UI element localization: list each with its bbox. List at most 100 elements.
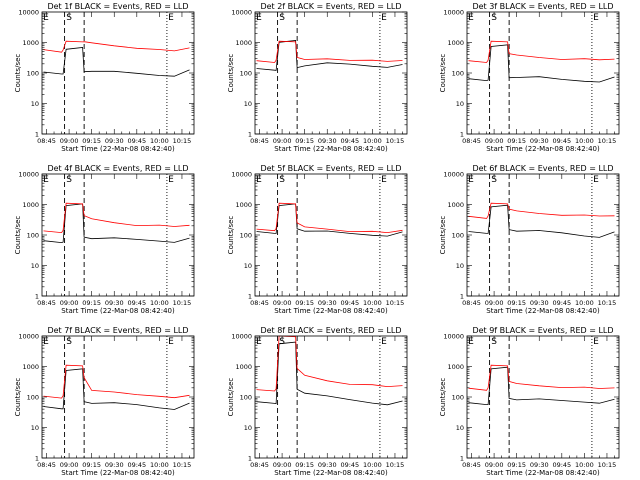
y-tick-label: 1000 [235, 201, 252, 209]
y-tick-label: 1000 [447, 201, 464, 209]
x-tick-label: 09:45 [552, 299, 571, 307]
x-axis-title: Start Time (22-Mar-08 08:42:40) [61, 307, 175, 315]
y-tick-label: 1 [35, 455, 39, 463]
y-axis-title: Counts/sec [439, 54, 447, 93]
y-tick-label: 100 [240, 394, 252, 402]
y-tick-label: 1000 [235, 39, 252, 47]
y-tick-label: 10 [31, 424, 39, 432]
event-marker-label: E [256, 175, 262, 185]
x-tick-label: 09:45 [127, 299, 146, 307]
x-tick-label: 10:15 [598, 299, 617, 307]
x-tick-label: 09:45 [340, 461, 359, 469]
x-tick-label: 09:15 [295, 461, 314, 469]
x-tick-label: 09:30 [318, 461, 337, 469]
event-marker-label: S [491, 13, 497, 23]
x-tick-label: 10:15 [598, 461, 617, 469]
event-marker-label: E [256, 13, 262, 23]
series-lld-line [468, 40, 615, 63]
y-tick-label: 10 [244, 424, 252, 432]
x-tick-label: 10:00 [150, 137, 169, 145]
event-marker-label: E [43, 13, 49, 23]
y-tick-label: 100 [27, 232, 39, 240]
panel-det3f: Det 3f BLACK = Events, RED = LLD E S E 1 10 10… [439, 2, 620, 153]
y-tick-label: 1 [248, 131, 252, 139]
x-tick-label: 09:15 [82, 461, 101, 469]
y-axis-title: Counts/sec [227, 216, 235, 255]
x-tick-label: 08:45 [37, 137, 56, 145]
panel-det8f: Det 8f BLACK = Events, RED = LLD E S E 1 10 10… [227, 326, 408, 477]
event-marker-label: E [381, 337, 387, 347]
panel-title: Det 8f BLACK = Events, RED = LLD [260, 326, 401, 335]
x-tick-label: 09:00 [60, 461, 79, 469]
event-marker-label: E [381, 13, 387, 23]
event-marker-label: E [256, 337, 262, 347]
x-tick-label: 08:45 [250, 299, 269, 307]
y-tick-label: 10 [456, 424, 464, 432]
series-events-line [256, 341, 403, 406]
x-tick-label: 08:45 [462, 299, 481, 307]
x-axis-title: Start Time (22-Mar-08 08:42:40) [274, 469, 388, 477]
y-tick-label: 1 [460, 131, 464, 139]
x-axis-title: Start Time (22-Mar-08 08:42:40) [486, 145, 600, 153]
event-marker-label: S [279, 13, 285, 23]
y-axis-title: Counts/sec [14, 378, 22, 417]
panel-title: Det 4f BLACK = Events, RED = LLD [47, 164, 188, 173]
x-tick-label: 09:00 [273, 137, 292, 145]
x-tick-label: 10:00 [150, 461, 169, 469]
x-axis-title: Start Time (22-Mar-08 08:42:40) [274, 307, 388, 315]
x-axis-title: Start Time (22-Mar-08 08:42:40) [486, 469, 600, 477]
x-tick-label: 09:00 [485, 299, 504, 307]
x-tick-label: 09:45 [340, 299, 359, 307]
x-tick-label: 08:45 [250, 137, 269, 145]
panel-title: Det 1f BLACK = Events, RED = LLD [47, 2, 188, 11]
panel-title: Det 3f BLACK = Events, RED = LLD [472, 2, 613, 11]
event-marker-label: E [468, 175, 474, 185]
x-tick-label: 10:15 [386, 137, 405, 145]
event-marker-label: S [66, 13, 72, 23]
event-marker-label: S [66, 175, 72, 185]
y-tick-label: 100 [240, 232, 252, 240]
x-tick-label: 09:15 [507, 137, 526, 145]
y-tick-label: 1000 [22, 39, 39, 47]
y-tick-label: 10000 [443, 333, 464, 341]
y-axis-title: Counts/sec [14, 54, 22, 93]
y-tick-label: 10 [244, 100, 252, 108]
y-tick-label: 1000 [447, 363, 464, 371]
panel-det7f: Det 7f BLACK = Events, RED = LLD E S E 1 10 10… [14, 326, 195, 477]
y-tick-label: 100 [452, 394, 464, 402]
event-marker-label: E [593, 175, 599, 185]
panel-title: Det 2f BLACK = Events, RED = LLD [260, 2, 401, 11]
y-tick-label: 100 [27, 70, 39, 78]
y-tick-label: 100 [452, 70, 464, 78]
x-tick-label: 10:00 [363, 299, 382, 307]
panel-det5f: Det 5f BLACK = Events, RED = LLD E S E 1 10 10… [227, 164, 408, 315]
y-tick-label: 10 [456, 100, 464, 108]
x-tick-label: 09:45 [340, 137, 359, 145]
x-tick-label: 08:45 [462, 461, 481, 469]
series-events-line [468, 366, 615, 406]
x-tick-label: 09:15 [507, 461, 526, 469]
x-tick-label: 09:30 [105, 461, 124, 469]
x-tick-label: 10:15 [598, 137, 617, 145]
event-marker-label: E [168, 13, 174, 23]
event-marker-label: E [593, 13, 599, 23]
x-tick-label: 10:00 [575, 137, 594, 145]
event-marker-label: S [279, 175, 285, 185]
panel-det2f: Det 2f BLACK = Events, RED = LLD E S E 1 10 10… [227, 2, 408, 153]
x-axis-title: Start Time (22-Mar-08 08:42:40) [61, 145, 175, 153]
x-tick-label: 09:45 [127, 137, 146, 145]
x-tick-label: 10:00 [575, 299, 594, 307]
y-axis-title: Counts/sec [14, 216, 22, 255]
x-tick-label: 09:15 [295, 299, 314, 307]
y-tick-label: 1 [35, 293, 39, 301]
x-tick-label: 09:15 [507, 299, 526, 307]
x-tick-label: 08:45 [37, 461, 56, 469]
y-tick-label: 10 [244, 262, 252, 270]
y-tick-label: 1 [248, 293, 252, 301]
event-marker-label: E [593, 337, 599, 347]
x-tick-label: 10:15 [386, 299, 405, 307]
panel-det1f: Det 1f BLACK = Events, RED = LLD E S E 1 10 10… [14, 2, 195, 153]
x-axis-title: Start Time (22-Mar-08 08:42:40) [274, 145, 388, 153]
y-tick-label: 10000 [18, 9, 39, 17]
